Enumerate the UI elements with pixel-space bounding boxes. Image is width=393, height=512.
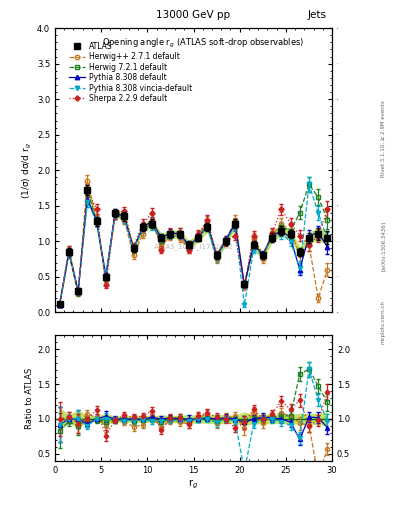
Text: Opening angle r$_{g}$ (ATLAS soft-drop observables): Opening angle r$_{g}$ (ATLAS soft-drop o… [102,37,305,50]
Text: [arXiv:1306.3436]: [arXiv:1306.3436] [381,221,386,271]
Text: Jets: Jets [308,10,327,19]
Text: ATLAS_2019_I1772062: ATLAS_2019_I1772062 [154,244,233,250]
Text: 13000 GeV pp: 13000 GeV pp [156,10,231,19]
X-axis label: r$_{g}$: r$_{g}$ [189,477,198,491]
Y-axis label: (1/σ) dσ/d r$_{g}$: (1/σ) dσ/d r$_{g}$ [21,142,34,199]
Legend: ATLAS, Herwig++ 2.7.1 default, Herwig 7.2.1 default, Pythia 8.308 default, Pythi: ATLAS, Herwig++ 2.7.1 default, Herwig 7.… [67,40,193,104]
Text: mcplots.cern.ch: mcplots.cern.ch [381,301,386,345]
Text: Rivet 3.1.10, ≥ 2.9M events: Rivet 3.1.10, ≥ 2.9M events [381,100,386,177]
Y-axis label: Ratio to ATLAS: Ratio to ATLAS [25,368,34,429]
